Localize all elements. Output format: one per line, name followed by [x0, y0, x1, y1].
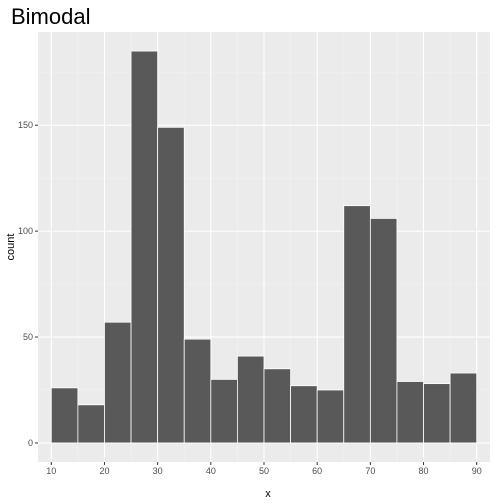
x-axis-title: x [265, 488, 271, 500]
histogram-bar [157, 126, 185, 444]
y-tick-label: 100 [18, 226, 33, 236]
bars [50, 50, 478, 444]
histogram-bar [316, 389, 345, 444]
histogram-bar [423, 383, 451, 444]
histogram-bar [77, 404, 105, 444]
histogram-bar [369, 218, 398, 444]
histogram-bar [263, 368, 291, 444]
histogram-bar [210, 378, 238, 444]
histogram-bar [449, 372, 478, 444]
histogram-bar [237, 355, 265, 444]
histogram-bar [104, 321, 132, 444]
x-tick-label: 10 [46, 466, 56, 476]
x-tick-label: 40 [206, 466, 216, 476]
histogram-bar [290, 385, 318, 444]
y-tick-label: 150 [18, 120, 33, 130]
y-tick-label: 0 [28, 438, 33, 448]
x-tick-label: 70 [365, 466, 375, 476]
histogram-bar [343, 205, 371, 444]
x-axis: 10 20 30 40 50 60 70 80 90 [46, 462, 482, 476]
histogram-bar [130, 50, 159, 444]
y-tick-label: 50 [23, 332, 33, 342]
histogram-bar [396, 381, 424, 444]
x-tick-label: 30 [153, 466, 163, 476]
y-axis: 0 50 100 150 [18, 120, 38, 448]
y-axis-title: count [5, 234, 17, 261]
histogram-bar [183, 338, 212, 444]
histogram-bar [50, 387, 79, 444]
x-tick-label: 50 [259, 466, 269, 476]
x-tick-label: 20 [99, 466, 109, 476]
x-tick-label: 90 [472, 466, 482, 476]
x-tick-label: 80 [419, 466, 429, 476]
chart-title: Bimodal [11, 4, 90, 29]
x-tick-label: 60 [312, 466, 322, 476]
